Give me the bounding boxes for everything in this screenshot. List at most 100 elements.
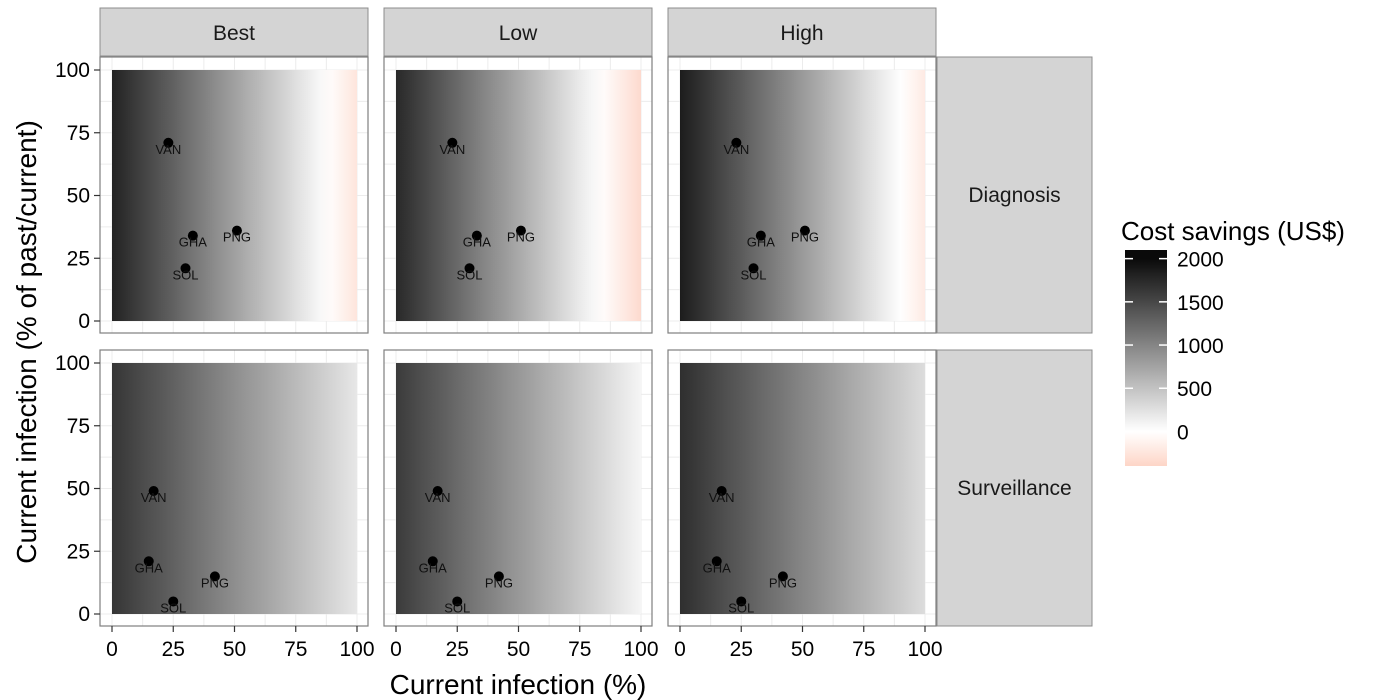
data-point-gha [427, 556, 438, 567]
data-point-van [163, 137, 174, 148]
y-tick-label: 100 [55, 59, 90, 82]
data-point-png [231, 225, 242, 236]
y-tick-label: 0 [78, 310, 90, 333]
y-tick-label: 25 [67, 540, 90, 563]
point-label-png: PNG [507, 230, 535, 245]
point-label-sol: SOL [160, 600, 186, 615]
facet-strip-low: Low [383, 7, 653, 57]
data-point-sol [748, 263, 759, 274]
y-tick-label: 50 [67, 185, 90, 208]
facet-strip-label: Diagnosis [968, 184, 1060, 207]
legend-break-label: 500 [1177, 378, 1212, 401]
x-axis-title: Current infection (%) [390, 669, 647, 700]
y-tick-label: 75 [67, 415, 90, 438]
panel-border [667, 56, 937, 334]
point-label-van: VAN [709, 490, 735, 505]
data-point-gha [711, 556, 722, 567]
point-label-sol: SOL [740, 267, 766, 282]
facet-strip-best: Best [99, 7, 369, 57]
point-label-van: VAN [439, 142, 465, 157]
data-point-gha [755, 230, 766, 241]
panel-diagnosis-low: VAN GHA PNG SOL [383, 56, 653, 334]
point-label-png: PNG [485, 575, 513, 590]
y-tick-label: 25 [67, 247, 90, 270]
data-point-van [731, 137, 742, 148]
panel-surveillance-low: VAN GHA PNG SOL [383, 349, 653, 627]
x-tick-label: 0 [674, 638, 686, 661]
facet-strip-label: Surveillance [957, 477, 1071, 500]
facet-strip-label: Low [499, 22, 538, 45]
x-tick-label: 75 [568, 638, 591, 661]
heatmap-tile [396, 70, 641, 321]
heatmap-tile [112, 70, 357, 321]
data-point-van [432, 486, 443, 497]
x-tick-label: 100 [907, 638, 942, 661]
point-label-sol: SOL [728, 600, 754, 615]
heatmap-tile [680, 363, 925, 614]
data-point-gha [471, 230, 482, 241]
data-point-gha [143, 556, 154, 567]
x-tick-label: 25 [446, 638, 469, 661]
x-tick-label: 100 [339, 638, 374, 661]
facet-strip-diagnosis: Diagnosis [936, 56, 1093, 334]
data-point-png [799, 225, 810, 236]
y-tick-label: 100 [55, 352, 90, 375]
data-point-sol [168, 596, 179, 607]
panel-diagnosis-high: VAN GHA PNG SOL [667, 56, 937, 334]
point-label-gha: GHA [703, 560, 732, 575]
data-point-van [716, 486, 727, 497]
x-tick-label: 50 [791, 638, 814, 661]
point-label-gha: GHA [463, 235, 492, 250]
facet-strips: Best Low High Diagnosis Surveillance [99, 7, 1093, 627]
point-label-gha: GHA [135, 560, 164, 575]
panel-surveillance-high: VAN GHA PNG SOL [667, 349, 937, 627]
data-point-sol [736, 596, 747, 607]
point-label-sol: SOL [456, 267, 482, 282]
heatmap-tile [112, 363, 357, 614]
y-tick-label: 50 [67, 478, 90, 501]
facet-strip-surveillance: Surveillance [936, 349, 1093, 627]
panel-border [383, 56, 653, 334]
point-label-van: VAN [155, 142, 181, 157]
point-label-gha: GHA [179, 235, 208, 250]
point-label-gha: GHA [419, 560, 448, 575]
axes: 0 25 50 75 100 0 25 50 75 100 0 25 50 75 100 0 25 50 75 100… [55, 59, 943, 661]
panel-surveillance-best: VAN GHA PNG SOL [99, 349, 369, 627]
x-tick-label: 0 [390, 638, 402, 661]
data-point-gha [187, 230, 198, 241]
facet-strip-label: High [780, 22, 823, 45]
x-tick-label: 0 [106, 638, 118, 661]
point-label-van: VAN [141, 490, 167, 505]
data-point-sol [180, 263, 191, 274]
data-point-png [209, 571, 220, 582]
x-tick-label: 25 [730, 638, 753, 661]
heatmap-tile [680, 70, 925, 321]
legend: Cost savings (US$) 2000 1500 1000 500 0 [1121, 216, 1345, 466]
legend-break-label: 1500 [1177, 292, 1224, 315]
point-label-png: PNG [223, 230, 251, 245]
data-point-png [515, 225, 526, 236]
point-label-sol: SOL [172, 267, 198, 282]
legend-break-label: 0 [1177, 421, 1189, 444]
point-label-van: VAN [723, 142, 749, 157]
point-label-png: PNG [769, 575, 797, 590]
point-label-van: VAN [425, 490, 451, 505]
point-label-sol: SOL [444, 600, 470, 615]
legend-break-label: 1000 [1177, 335, 1224, 358]
y-tick-label: 75 [67, 122, 90, 145]
x-tick-label: 75 [284, 638, 307, 661]
y-tick-label: 0 [78, 603, 90, 626]
x-tick-label: 50 [507, 638, 530, 661]
y-axis-title: Current infection (% of past/current) [11, 120, 42, 564]
data-point-van [148, 486, 159, 497]
panel-diagnosis-best: VAN GHA PNG SOL [99, 56, 369, 334]
point-label-gha: GHA [747, 235, 776, 250]
x-tick-label: 100 [623, 638, 658, 661]
heatmap-tile [396, 363, 641, 614]
legend-colorbar [1125, 250, 1167, 466]
x-tick-label: 25 [162, 638, 185, 661]
facet-strip-high: High [667, 7, 937, 57]
point-label-png: PNG [201, 575, 229, 590]
legend-title: Cost savings (US$) [1121, 216, 1345, 246]
